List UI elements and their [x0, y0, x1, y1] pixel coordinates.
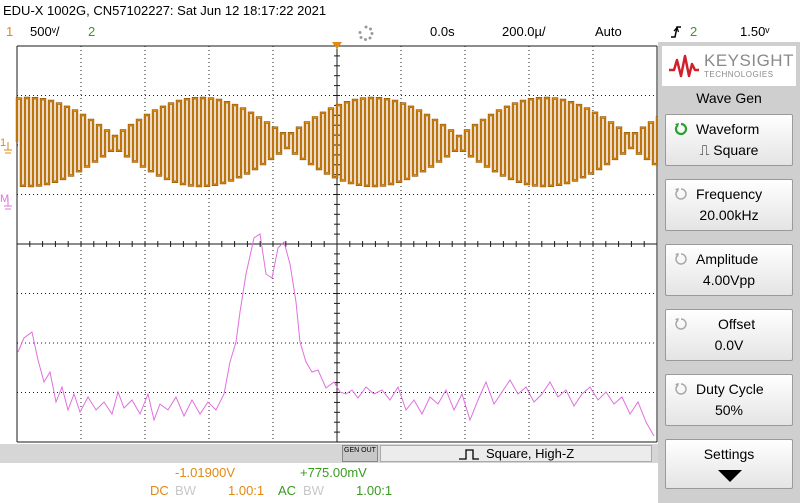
brand-subtitle: TECHNOLOGIES: [704, 70, 774, 79]
softkey-value: 4.00Vpp: [702, 272, 756, 288]
ch2-number[interactable]: 2: [88, 24, 96, 39]
softkey-settings[interactable]: Settings: [665, 439, 793, 489]
softkey-label: Duty Cycle: [696, 381, 764, 397]
wavegen-status: Square, High-Z: [486, 446, 575, 461]
softkey-value: ⎍ Square: [699, 142, 759, 158]
math-fft-trace: [17, 233, 655, 437]
gen-out-indicator: GEN OUT: [342, 445, 378, 462]
ch1-number[interactable]: 1: [6, 24, 14, 39]
submenu-arrow-icon: [718, 470, 742, 482]
rotate-knob-icon: [675, 188, 687, 200]
trigger-channel[interactable]: 2: [690, 24, 698, 39]
waveform-display[interactable]: 1M: [0, 42, 658, 444]
softkey-label: Frequency: [696, 186, 763, 202]
ch1-ground-icon: [4, 142, 12, 154]
rotate-knob-icon: [674, 122, 688, 136]
time-scale[interactable]: 200.0µ/: [502, 24, 546, 39]
softkey-offset[interactable]: Offset 0.0V: [665, 309, 793, 361]
rotate-knob-icon: [675, 383, 687, 395]
ch1-scale[interactable]: 500ᵛ/: [30, 24, 60, 39]
ch2-coupling[interactable]: AC: [278, 483, 297, 498]
math-ground-marker: M: [0, 193, 9, 205]
title-bar: EDU-X 1002G, CN57102227: Sat Jun 12 18:1…: [0, 0, 800, 22]
ch1-probe[interactable]: 1.00:1: [228, 483, 265, 498]
rotate-knob-icon: [675, 253, 687, 265]
busy-icon: [358, 25, 374, 41]
softkey-label: Waveform: [696, 121, 760, 137]
ch1-coupling[interactable]: DC: [150, 483, 169, 498]
softkey-value: 0.0V: [714, 337, 744, 353]
trigger-position-marker: [332, 42, 342, 49]
ch2-measurement: +775.00mV: [300, 465, 367, 480]
softkey-value: 50%: [714, 402, 744, 418]
wavegen-status-bar[interactable]: Square, High-Z: [380, 445, 652, 462]
trigger-edge-icon: [671, 26, 681, 38]
ch1-ground-marker: 1: [0, 137, 6, 149]
menu-title: Wave Gen: [696, 90, 762, 106]
measurement-bar: -1.01900V +775.00mV DC BW 1.00:1 AC BW 1…: [0, 463, 658, 503]
ch1-bw-limit[interactable]: BW: [175, 483, 196, 498]
time-delay[interactable]: 0.0s: [430, 24, 455, 39]
brand-name: KEYSIGHT: [704, 51, 794, 70]
ch1-trace: [16, 97, 658, 187]
softkey-waveform[interactable]: Waveform ⎍ Square: [665, 114, 793, 166]
softkey-label: Offset: [718, 316, 756, 332]
softkey-label: Amplitude: [696, 251, 759, 267]
instrument-info: EDU-X 1002G, CN57102227: Sat Jun 12 18:1…: [3, 3, 327, 18]
softkey-label: Settings: [703, 446, 755, 462]
bottom-bar: GEN OUT Square, High-Z -1.01900V +775.00…: [0, 444, 658, 503]
trigger-level[interactable]: 1.50ᵛ: [740, 24, 770, 39]
softkey-frequency[interactable]: Frequency 20.00kHz: [665, 179, 793, 231]
ch2-probe[interactable]: 1.00:1: [356, 483, 393, 498]
ch2-bw-limit[interactable]: BW: [303, 483, 324, 498]
ch1-measurement: -1.01900V: [175, 465, 235, 480]
keysight-logo: KEYSIGHT TECHNOLOGIES: [662, 46, 796, 86]
rotate-knob-icon: [675, 318, 687, 330]
softkey-duty-cycle[interactable]: Duty Cycle 50%: [665, 374, 793, 426]
softkey-panel: KEYSIGHT TECHNOLOGIES Wave Gen Waveform …: [658, 42, 800, 503]
trigger-mode[interactable]: Auto: [595, 24, 622, 39]
softkey-amplitude[interactable]: Amplitude 4.00Vpp: [665, 244, 793, 296]
status-bar: 1 500ᵛ/ 2 0.0s 200.0µ/ Auto 2 1.50ᵛ: [0, 22, 800, 42]
square-wave-icon: [459, 449, 479, 460]
softkey-value: 20.00kHz: [699, 207, 759, 223]
math-ground-icon: [4, 198, 12, 210]
keysight-wave-icon: [669, 54, 699, 78]
